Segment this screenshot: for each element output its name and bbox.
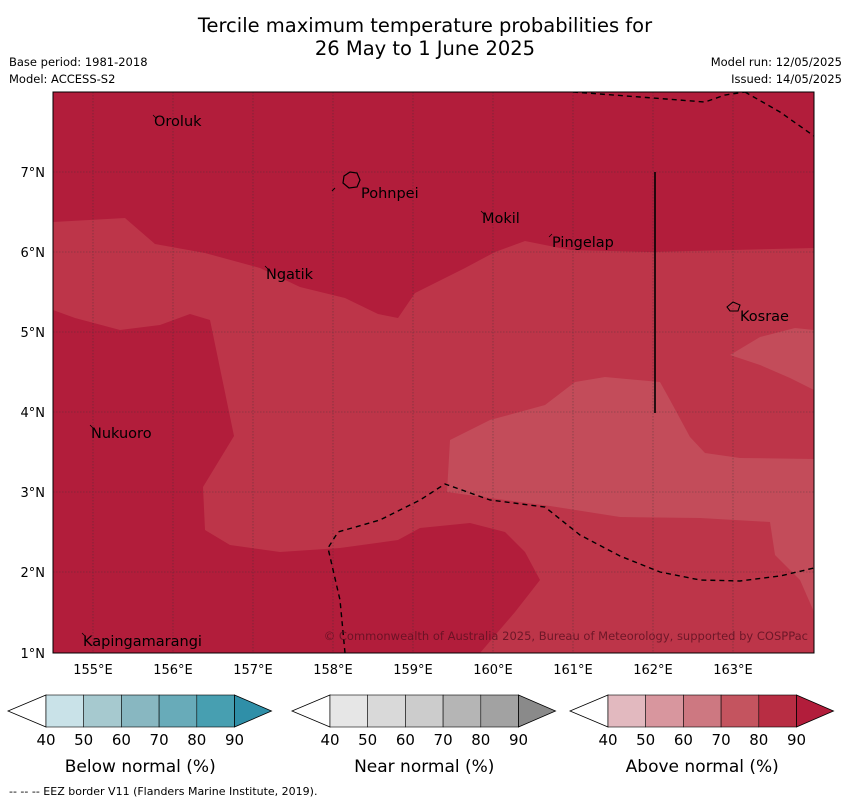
colorbar-segment <box>329 694 369 728</box>
colorbar-tick-label: 60 <box>396 731 415 749</box>
title-line-1: Tercile maximum temperature probabilitie… <box>197 14 653 37</box>
colorbar-tick-label: 70 <box>434 731 453 749</box>
colorbar-min-extend <box>290 694 331 728</box>
colorbar-max-extend <box>796 694 835 728</box>
place-label: Ngatik <box>266 267 314 283</box>
colorbar-segment <box>367 694 406 728</box>
colorbar-segment <box>720 694 760 728</box>
pohnpei-island <box>342 171 361 189</box>
lat-label: 6°N <box>21 246 46 261</box>
colorbar-max-extend <box>518 694 557 728</box>
place-label: Mokil <box>482 211 520 227</box>
lat-label: 7°N <box>21 166 46 181</box>
colorbar-tick-label: 90 <box>225 731 244 749</box>
colorbar-segment <box>158 694 198 728</box>
colorbar-tick-label: 90 <box>787 731 806 749</box>
prob-region-low-east <box>730 328 814 390</box>
lon-label: 157°E <box>233 663 273 678</box>
colorbar-segment <box>45 694 85 728</box>
base-period: Base period: 1981-2018 <box>9 55 148 69</box>
colorbar-tick-label: 40 <box>598 731 617 749</box>
lat-label: 4°N <box>21 406 46 421</box>
colorbar-tick-label: 70 <box>150 731 169 749</box>
ant-atoll <box>331 187 336 192</box>
colorbar-tick-label: 40 <box>320 731 339 749</box>
colorbar-tick-label: 60 <box>674 731 693 749</box>
colorbar-below-normal: 40 50 60 70 80 90 Below normal (%) <box>6 694 273 777</box>
oroluk-atoll <box>152 114 157 119</box>
colorbar-segment <box>196 694 235 728</box>
issued-date: Issued: 14/05/2025 <box>731 72 842 86</box>
colorbar-tick-label: 70 <box>712 731 731 749</box>
meta-left: Base period: 1981-2018 Model: ACCESS-S2 <box>9 54 148 88</box>
colorbar-tick-label: 80 <box>749 731 768 749</box>
colorbar-tick-label: 40 <box>36 731 55 749</box>
copyright-text: © Commonwealth of Australia 2025, Bureau… <box>324 629 808 643</box>
colorbar-tick-label: 60 <box>112 731 131 749</box>
lat-label: 5°N <box>21 326 46 341</box>
graticule <box>53 92 814 653</box>
lon-label: 156°E <box>153 663 193 678</box>
place-label: Kapingamarangi <box>83 634 202 650</box>
map-area: Oroluk Pohnpei Mokil Pingelap Ngatik Kos… <box>53 92 814 653</box>
lon-label: 155°E <box>73 663 113 678</box>
colorbar-title: Near normal (%) <box>354 757 494 777</box>
colorbar-segment <box>480 694 519 728</box>
colorbar-segment <box>442 694 482 728</box>
place-label: Pohnpei <box>361 186 419 202</box>
eez-note: -- -- -- EEZ border V11 (Flanders Marine… <box>9 785 318 798</box>
colorbar-title: Below normal (%) <box>65 757 216 777</box>
place-label: Oroluk <box>154 114 202 130</box>
meta-right: Model run: 12/05/2025 Issued: 14/05/2025 <box>711 54 842 88</box>
nukuoro-atoll <box>89 424 94 429</box>
model-name: Model: ACCESS-S2 <box>9 72 116 86</box>
lat-label: 1°N <box>21 647 46 662</box>
colorbar-title: Above normal (%) <box>626 757 779 777</box>
colorbar-segment <box>83 694 122 728</box>
mokil-atoll <box>480 210 485 215</box>
place-label: Pingelap <box>552 235 614 251</box>
model-run: Model run: 12/05/2025 <box>710 55 842 69</box>
colorbar-tick-label: 80 <box>187 731 206 749</box>
colorbar-above-normal: 40 50 60 70 80 90 Above normal (%) <box>568 694 835 777</box>
prob-region-medium <box>53 218 814 653</box>
prob-region-low-central <box>447 377 814 612</box>
colorbar-segment <box>758 694 797 728</box>
colorbar-near-normal: 40 50 60 70 80 90 Near normal (%) <box>290 694 557 777</box>
lon-label: 162°E <box>633 663 673 678</box>
kapingamarangi-atoll <box>81 632 86 637</box>
colorbar-segment <box>645 694 684 728</box>
pingelap-atoll <box>548 233 553 238</box>
colorbar-tick-label: 90 <box>509 731 528 749</box>
colorbar-tick-label: 50 <box>74 731 93 749</box>
lon-label: 159°E <box>393 663 433 678</box>
lat-label: 3°N <box>21 486 46 501</box>
map-frame <box>52 91 815 654</box>
place-label: Kosrae <box>740 309 789 325</box>
colorbar-tick-label: 50 <box>358 731 377 749</box>
map-title: Tercile maximum temperature probabilitie… <box>0 14 850 60</box>
colorbar-tick-label: 80 <box>471 731 490 749</box>
lat-label: 2°N <box>21 566 46 581</box>
colorbar-max-extend <box>234 694 273 728</box>
colorbar-tick-label: 50 <box>636 731 655 749</box>
colorbar-min-extend <box>6 694 47 728</box>
colorbar-segment <box>607 694 647 728</box>
title-line-2: 26 May to 1 June 2025 <box>314 37 536 60</box>
colorbar-segment <box>121 694 160 728</box>
lon-label: 158°E <box>313 663 353 678</box>
kosrae-island <box>726 301 741 312</box>
ngatik-atoll <box>264 265 269 270</box>
colorbar-min-extend <box>568 694 609 728</box>
lon-label: 160°E <box>473 663 513 678</box>
place-label: Nukuoro <box>91 426 152 442</box>
lon-label: 161°E <box>553 663 593 678</box>
lon-label: 163°E <box>713 663 753 678</box>
colorbar-segment <box>405 694 444 728</box>
eez-borders <box>327 92 814 653</box>
colorbar-segment <box>683 694 722 728</box>
